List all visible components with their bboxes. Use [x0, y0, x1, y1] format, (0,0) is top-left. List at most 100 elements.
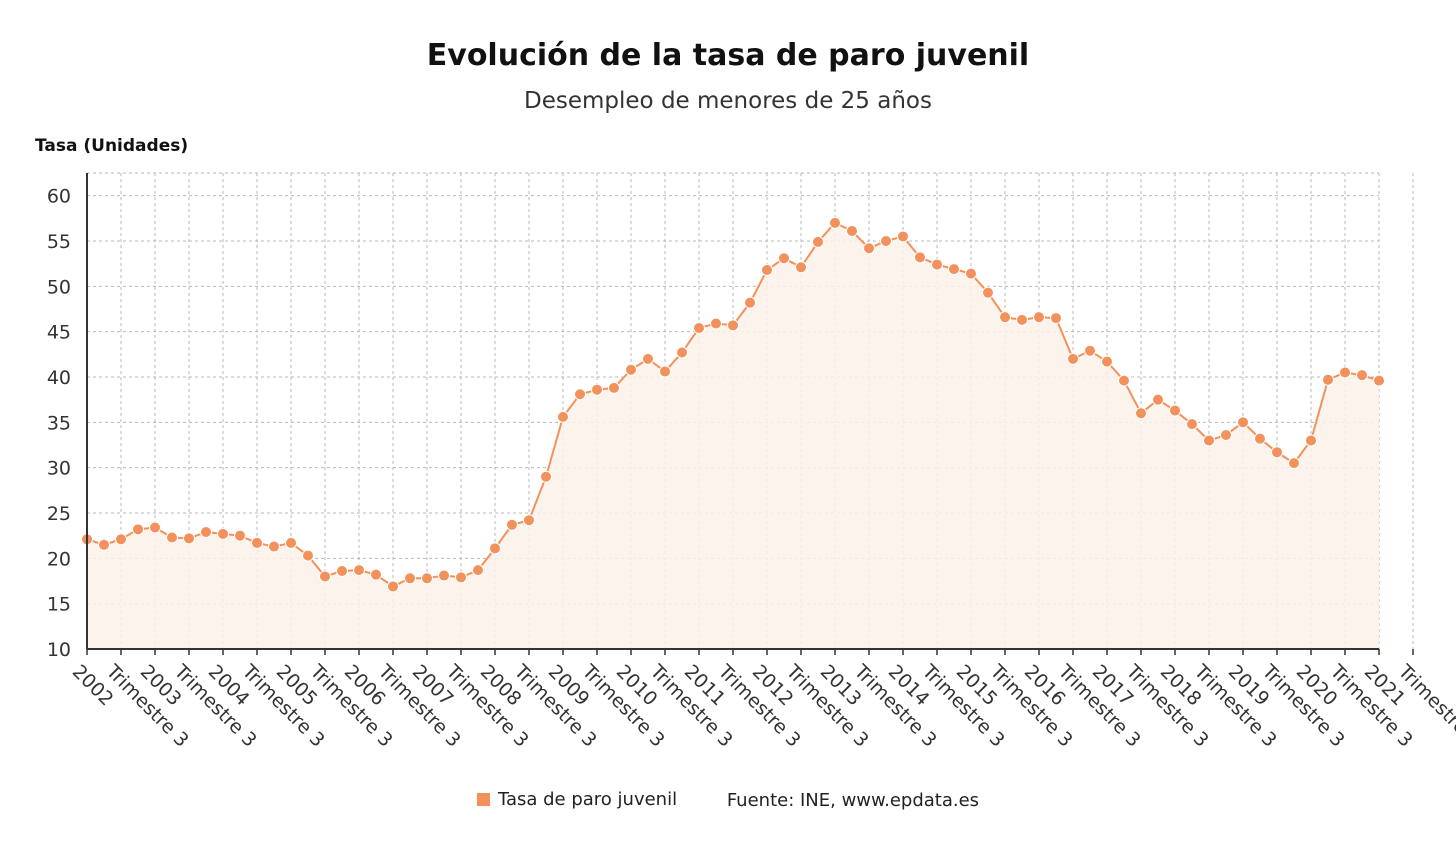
data-point[interactable] [438, 569, 450, 582]
data-point[interactable] [914, 251, 926, 264]
data-point[interactable] [1271, 446, 1283, 459]
y-tick-label: 55 [47, 231, 71, 253]
y-tick-label: 30 [47, 458, 71, 480]
data-point[interactable] [744, 296, 756, 309]
y-tick-label: 15 [47, 594, 71, 616]
data-point[interactable] [217, 527, 229, 540]
y-axis-label: Tasa (Unidades) [35, 136, 189, 156]
data-point[interactable] [897, 230, 909, 243]
data-point[interactable] [778, 252, 790, 265]
data-points [81, 216, 1385, 593]
chart-title: Evolución de la tasa de paro juvenil [426, 38, 1030, 73]
data-point[interactable] [1203, 434, 1215, 447]
y-tick-labels: 10 15 20 25 30 35 40 45 50 55 60 [47, 186, 71, 661]
legend-item-series[interactable]: Tasa de paro juvenil [476, 789, 678, 810]
data-point[interactable] [608, 381, 620, 394]
legend-series-label: Tasa de paro juvenil [497, 789, 678, 810]
data-point[interactable] [982, 286, 994, 299]
data-point[interactable] [727, 319, 739, 332]
data-point[interactable] [642, 352, 654, 365]
data-point[interactable] [370, 568, 382, 581]
data-point[interactable] [421, 572, 433, 585]
y-tick-label: 35 [47, 412, 71, 434]
data-point[interactable] [948, 263, 960, 276]
data-point[interactable] [1169, 404, 1181, 417]
data-point[interactable] [931, 258, 943, 271]
data-point[interactable] [1152, 393, 1164, 406]
data-point[interactable] [812, 235, 824, 248]
data-point[interactable] [387, 580, 399, 593]
data-point[interactable] [506, 518, 518, 531]
data-point[interactable] [965, 267, 977, 280]
legend-swatch-icon [476, 793, 490, 806]
data-point[interactable] [761, 264, 773, 277]
data-point[interactable] [557, 410, 569, 423]
y-tick-label: 20 [47, 548, 71, 570]
data-point[interactable] [1288, 457, 1300, 470]
data-point[interactable] [98, 538, 110, 551]
data-point[interactable] [659, 365, 671, 378]
data-point[interactable] [1322, 373, 1334, 386]
data-point[interactable] [115, 533, 127, 546]
data-point[interactable] [523, 514, 535, 527]
data-point[interactable] [472, 564, 484, 577]
data-point[interactable] [353, 564, 365, 577]
data-point[interactable] [132, 523, 144, 536]
data-point[interactable] [268, 540, 280, 553]
data-point[interactable] [574, 388, 586, 401]
data-point[interactable] [625, 363, 637, 376]
data-point[interactable] [591, 383, 603, 396]
data-point[interactable] [693, 322, 705, 335]
data-point[interactable] [200, 526, 212, 539]
data-point[interactable] [251, 536, 263, 549]
data-point[interactable] [183, 532, 195, 545]
data-point[interactable] [829, 216, 841, 229]
data-point[interactable] [1118, 374, 1130, 387]
data-point[interactable] [880, 235, 892, 247]
y-tick-label: 10 [47, 639, 71, 661]
data-point[interactable] [336, 565, 348, 578]
data-point[interactable] [676, 346, 688, 359]
data-point[interactable] [846, 225, 858, 238]
source-note: Fuente: INE, www.epdata.es [727, 790, 979, 811]
data-point[interactable] [455, 571, 467, 584]
data-point[interactable] [1067, 352, 1079, 365]
data-point[interactable] [1254, 432, 1266, 445]
data-point[interactable] [1186, 418, 1198, 431]
data-point[interactable] [149, 521, 161, 534]
data-point[interactable] [1220, 429, 1232, 442]
data-point[interactable] [1101, 355, 1113, 368]
data-point[interactable] [999, 311, 1011, 324]
data-point[interactable] [1084, 344, 1096, 357]
data-point[interactable] [795, 261, 807, 274]
y-tick-label: 50 [47, 276, 71, 298]
series-area-fill [87, 222, 1379, 649]
data-point[interactable] [319, 570, 331, 583]
data-point[interactable] [1237, 416, 1249, 429]
data-point[interactable] [489, 542, 501, 555]
y-tick-label: 25 [47, 503, 71, 525]
data-point[interactable] [1050, 312, 1062, 325]
data-point[interactable] [1135, 407, 1147, 420]
data-point[interactable] [540, 470, 552, 483]
data-point[interactable] [1016, 313, 1028, 326]
y-tick-label: 40 [47, 367, 71, 389]
data-point[interactable] [166, 531, 178, 544]
data-point[interactable] [302, 549, 314, 562]
data-point[interactable] [1356, 369, 1368, 382]
y-tick-label: 60 [47, 186, 71, 208]
data-point[interactable] [234, 529, 246, 542]
data-point[interactable] [863, 242, 875, 255]
legend: Tasa de paro juvenil Fuente: INE, www.ep… [0, 789, 1456, 811]
data-point[interactable] [1033, 311, 1045, 324]
y-tick-label: 45 [47, 322, 71, 344]
data-point[interactable] [1305, 434, 1317, 447]
data-point[interactable] [404, 572, 416, 585]
chart-subtitle: Desempleo de menores de 25 años [524, 88, 932, 114]
data-point[interactable] [710, 317, 722, 330]
data-point[interactable] [1339, 366, 1351, 379]
data-point[interactable] [1373, 374, 1385, 387]
data-point[interactable] [285, 536, 297, 549]
